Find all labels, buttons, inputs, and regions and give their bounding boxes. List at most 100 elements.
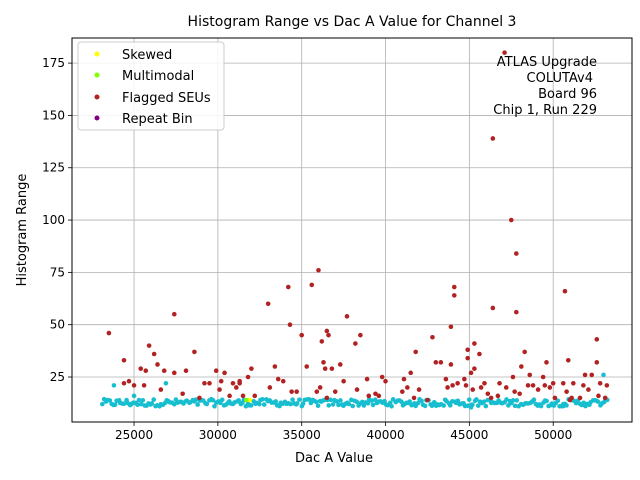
point-baseline — [419, 398, 424, 404]
legend: Skewed Multimodal Flagged SEUs Repeat Bi… — [77, 41, 225, 131]
point-flagged-seus — [508, 217, 514, 223]
point-baseline — [544, 398, 549, 404]
point-flagged-seus — [234, 385, 239, 390]
y-tick-label: 75 — [50, 265, 65, 279]
point-baseline — [354, 399, 359, 405]
point-flagged-seus — [353, 341, 358, 346]
point-flagged-seus — [143, 368, 149, 374]
point-baseline — [107, 398, 113, 403]
x-tick-label: 45000 — [450, 428, 488, 442]
point-flagged-seus — [413, 349, 419, 355]
point-flagged-seus — [416, 387, 422, 392]
plot-frame — [71, 37, 633, 423]
point-baseline — [431, 399, 437, 405]
point-flagged-seus — [146, 343, 152, 348]
point-flagged-seus — [366, 393, 372, 399]
point-flagged-seus — [158, 387, 164, 392]
point-flagged-seus — [265, 301, 271, 307]
annotation: ATLAS Upgrade COLUTAv4 Board 96 Chip 1, … — [493, 55, 597, 118]
point-flagged-seus — [562, 288, 568, 294]
point-baseline — [510, 398, 516, 403]
annotation-line: COLUTAv4 — [527, 71, 593, 86]
point-flagged-seus — [121, 357, 127, 363]
point-baseline — [483, 403, 489, 409]
y-tick-label: 100 — [42, 213, 65, 227]
point-flagged-seus — [589, 372, 595, 378]
point-flagged-seus — [207, 380, 212, 386]
point-flagged-seus — [289, 389, 294, 394]
point-flagged-seus — [552, 395, 558, 401]
y-tick-label: 175 — [42, 56, 65, 70]
point-flagged-seus — [564, 389, 569, 394]
point-flagged-seus — [341, 378, 346, 384]
legend-marker-skewed — [94, 51, 100, 57]
point-flagged-seus — [408, 370, 413, 376]
point-flagged-seus — [217, 387, 222, 392]
point-flagged-seus — [514, 309, 519, 315]
point-baseline — [538, 403, 544, 409]
legend-label-repeat-bin: Repeat Bin — [122, 112, 193, 127]
point-baseline — [140, 397, 146, 403]
point-baseline — [149, 401, 155, 406]
point-flagged-seus — [321, 360, 326, 365]
point-baseline — [350, 403, 355, 409]
point-flagged-seus — [547, 385, 553, 390]
point-flagged-seus — [106, 330, 112, 336]
point-baseline — [131, 393, 137, 399]
point-flagged-seus — [512, 389, 517, 394]
point-flagged-seus — [569, 395, 574, 401]
point-flagged-seus — [171, 311, 177, 317]
x-tick-label: 25000 — [115, 428, 153, 442]
point-flagged-seus — [542, 383, 548, 388]
legend-label-multimodal: Multimodal — [122, 69, 194, 84]
point-baseline — [555, 398, 561, 403]
point-baseline — [138, 401, 144, 407]
point-baseline — [260, 397, 265, 402]
point-flagged-seus — [495, 393, 501, 399]
point-baseline — [151, 397, 157, 402]
point-flagged-seus — [126, 378, 132, 384]
point-flagged-seus — [530, 383, 536, 388]
point-flagged-seus — [121, 380, 127, 386]
point-flagged-seus — [383, 378, 388, 384]
point-baseline — [360, 399, 365, 405]
point-baseline — [294, 401, 300, 406]
y-tick-label: 150 — [42, 108, 65, 122]
point-flagged-seus — [309, 282, 315, 288]
annotation-line: ATLAS Upgrade — [497, 55, 597, 70]
point-baseline — [112, 402, 118, 407]
point-flagged-seus — [522, 349, 527, 355]
point-flagged-seus — [171, 370, 177, 376]
x-tick-label: 35000 — [283, 428, 321, 442]
point-flagged-seus — [470, 387, 476, 392]
legend-marker-repeat-bin — [94, 115, 100, 121]
point-baseline — [290, 397, 295, 402]
point-baseline — [399, 399, 404, 404]
y-tick-label: 50 — [50, 318, 65, 332]
point-flagged-seus — [376, 393, 382, 399]
point-baseline — [210, 397, 216, 403]
point-flagged-seus — [249, 366, 254, 371]
point-flagged-seus — [465, 347, 470, 353]
legend-marker-flagged-seus — [94, 94, 100, 100]
point-baseline — [595, 399, 601, 404]
point-baseline — [315, 403, 321, 408]
point-flagged-seus — [245, 374, 251, 380]
point-flagged-seus — [571, 380, 576, 386]
point-flagged-seus — [490, 305, 496, 311]
point-flagged-seus — [490, 136, 496, 141]
point-baseline — [204, 401, 210, 407]
point-flagged-seus — [433, 360, 439, 365]
point-skewed — [247, 397, 253, 403]
point-flagged-seus — [314, 389, 320, 394]
point-flagged-seus — [267, 385, 273, 390]
y-axis-label: Histogram Range — [15, 174, 30, 287]
point-baseline — [193, 397, 199, 402]
point-flagged-seus — [582, 372, 588, 378]
point-flagged-seus — [324, 395, 330, 401]
point-flagged-seus — [450, 383, 455, 388]
point-flagged-seus — [237, 378, 242, 384]
point-baseline — [531, 397, 537, 403]
point-flagged-seus — [586, 387, 591, 392]
